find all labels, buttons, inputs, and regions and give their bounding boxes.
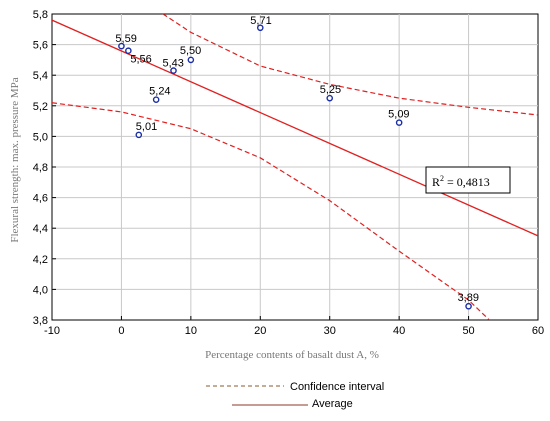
data-point	[395, 119, 403, 126]
x-tick-label: -10	[44, 325, 60, 337]
data-label: 5,59	[115, 33, 136, 45]
x-tick-label: 10	[185, 325, 197, 337]
y-tick-label: 3,8	[33, 315, 48, 327]
tick-layer: -10 0 10 20 30 40 50 60 3,8 4,0 4,2 4,4 4,6 4,8 5,0 5,2…	[33, 9, 544, 337]
x-tick-label: 60	[532, 325, 544, 337]
y-tick-label: 4,8	[33, 162, 48, 174]
data-point	[256, 24, 264, 32]
legend: Confidence interval Average	[206, 381, 384, 410]
data-label: 5,25	[320, 84, 341, 96]
line-layer	[52, 14, 538, 320]
x-tick-label: 40	[393, 325, 405, 337]
legend-average-label: Average	[312, 398, 353, 410]
r-squared-text: R2 = 0,4813	[432, 174, 490, 189]
x-axis-label: Percentage contents of basalt dust A, %	[205, 349, 379, 361]
data-label: 5,56	[130, 54, 151, 66]
data-point	[125, 47, 132, 55]
data-point	[118, 42, 125, 50]
data-point	[465, 302, 472, 310]
x-tick-label: 20	[254, 325, 266, 337]
y-tick-label: 4,4	[33, 223, 48, 235]
r-squared-annotation: R2 = 0,4813	[425, 166, 511, 194]
confidence-upper-curve	[161, 14, 538, 116]
label-layer: 5,59 5,56 5,01 5,24 5,435,50 5,71 5,25 5,09 3,89	[115, 15, 479, 304]
data-label: 5,01	[136, 121, 157, 133]
data-label: 5,09	[388, 109, 409, 121]
confidence-lower-curve	[52, 102, 490, 320]
data-point	[187, 56, 195, 64]
data-point	[152, 96, 160, 103]
r-squared-box	[425, 166, 511, 194]
y-tick-label: 5,2	[33, 101, 48, 113]
y-tick-label: 4,6	[33, 193, 48, 205]
y-tick-label: 4,2	[33, 254, 48, 266]
y-tick-label: 5,0	[33, 131, 48, 143]
data-label: 5,71	[250, 15, 271, 27]
data-point	[326, 94, 334, 102]
legend-confidence-label: Confidence interval	[290, 381, 384, 393]
data-point	[170, 67, 177, 74]
y-tick-label: 5,6	[33, 40, 48, 52]
x-tick-label: 30	[324, 325, 336, 337]
data-label: 5,50	[180, 45, 201, 57]
y-tick-label: 5,4	[33, 70, 48, 82]
data-label: 5,24	[149, 86, 170, 98]
y-axis-label: Flexural strength: max. pressure MPa	[9, 77, 21, 242]
y-tick-label: 4,0	[33, 284, 48, 296]
y-tick-label: 5,8	[33, 9, 48, 21]
data-label: 5,43	[163, 58, 184, 70]
data-label: 3,89	[458, 292, 479, 304]
data-point	[135, 131, 143, 139]
grid-layer	[52, 14, 538, 320]
point-layer	[118, 24, 472, 310]
x-tick-label: 0	[118, 325, 124, 337]
regression-line	[52, 19, 538, 237]
x-tick-label: 50	[462, 325, 474, 337]
